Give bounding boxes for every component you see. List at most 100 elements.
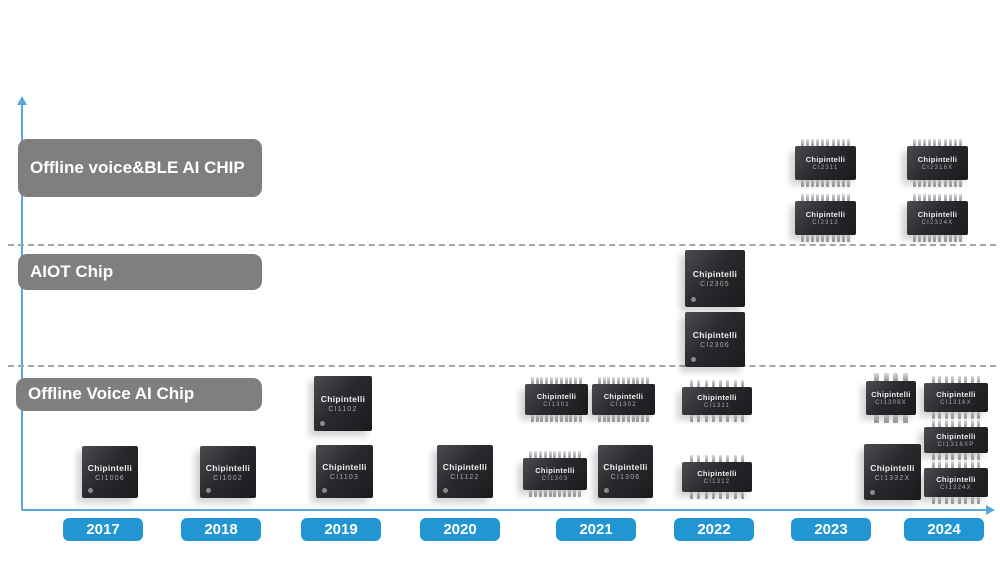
pin (740, 455, 744, 462)
pin (612, 415, 616, 422)
pin (977, 376, 981, 383)
pin (690, 380, 694, 387)
pin (831, 194, 835, 201)
pin (704, 415, 708, 422)
pin (821, 139, 825, 146)
chip-package-body: Chipintelli CI1306 (598, 445, 653, 498)
pin (948, 235, 952, 242)
chip-package-body: Chipintelli CI1324X (924, 468, 988, 497)
pin (933, 180, 937, 187)
year-label-2023: 2023 (791, 518, 871, 541)
pin-row (682, 455, 752, 462)
pin-row (907, 194, 968, 201)
pin (801, 194, 805, 201)
y-axis-line (17, 96, 27, 510)
pin (569, 377, 573, 384)
chip-brand-label: Chipintelli (442, 462, 488, 472)
chip-brand-label: Chipintelli (805, 155, 846, 164)
chip-model-label: CI1006 (95, 474, 125, 482)
pin (977, 453, 981, 460)
pin (938, 235, 942, 242)
pin (574, 377, 578, 384)
pin (958, 194, 962, 201)
pin (540, 377, 544, 384)
pin (826, 139, 830, 146)
pin (938, 139, 942, 146)
pin (836, 194, 840, 201)
chip-package-body: Chipintelli CI2305 (685, 250, 745, 307)
year-label-2021: 2021 (556, 518, 636, 541)
pin (928, 139, 932, 146)
chip-ci1006: Chipintelli CI1006 (82, 446, 138, 498)
pin (938, 412, 942, 419)
chip-package-body: Chipintelli CI1308X (866, 381, 916, 415)
pin (938, 376, 942, 383)
pin (931, 420, 935, 427)
pin (928, 194, 932, 201)
category-label: AIOT Chip (30, 261, 114, 281)
pin (801, 180, 805, 187)
chip-brand-label: Chipintelli (936, 474, 976, 484)
chip-ci1306: Chipintelli CI1306 (598, 445, 653, 498)
chip-package-body: Chipintelli CI2306 (685, 312, 745, 367)
pin-row (924, 412, 988, 419)
x-axis-line (22, 505, 995, 515)
pin (913, 194, 917, 201)
pin (953, 235, 957, 242)
chip-ci2311: Chipintelli CI2311 (795, 139, 856, 187)
pin (948, 194, 952, 201)
pin (874, 415, 880, 423)
chip-brand-label: Chipintelli (603, 462, 648, 472)
chip-ci1316xp: Chipintelli CI1316XP (924, 420, 988, 460)
pin (553, 490, 557, 497)
pin (977, 497, 981, 504)
pin (690, 492, 694, 499)
pin (641, 377, 645, 384)
pin (913, 180, 917, 187)
pin (573, 451, 577, 458)
chip-package-body: Chipintelli CI1302 (592, 384, 655, 415)
pin (697, 415, 701, 422)
pin (607, 377, 611, 384)
pin (711, 492, 715, 499)
chip-model-label: CI2324X (921, 220, 954, 226)
pin (550, 415, 554, 422)
pin (636, 415, 640, 422)
pin (563, 490, 567, 497)
pin (577, 490, 581, 497)
chip-package-body: Chipintelli CI1002 (200, 446, 256, 498)
chip-model-label: CI1324X (940, 484, 972, 491)
pin (957, 453, 961, 460)
chip-brand-label: Chipintelli (692, 269, 738, 279)
pin (944, 376, 948, 383)
pin (626, 415, 630, 422)
pin (602, 415, 606, 422)
pin (913, 139, 917, 146)
chip-ci1301: Chipintelli CI1301 (525, 377, 588, 422)
pin (548, 451, 552, 458)
chip-brand-label: Chipintelli (87, 462, 133, 473)
pin (533, 451, 537, 458)
pin (951, 376, 955, 383)
chip-ci1312: Chipintelli CI1312 (682, 455, 752, 499)
pin (568, 451, 572, 458)
pin (816, 235, 820, 242)
pin (918, 194, 922, 201)
pin (938, 461, 942, 468)
pin (816, 194, 820, 201)
pin (923, 180, 927, 187)
pin (554, 415, 558, 422)
chip-model-label: CI2306 (700, 342, 730, 349)
pin (958, 139, 962, 146)
pin (646, 415, 650, 422)
pin (931, 461, 935, 468)
pin (607, 415, 611, 422)
pin (550, 377, 554, 384)
pin (811, 235, 815, 242)
chip-model-label: CI1103 (329, 474, 360, 481)
pin (831, 139, 835, 146)
pin (816, 180, 820, 187)
pin (806, 235, 810, 242)
pin (711, 455, 715, 462)
chip-ci2312: Chipintelli CI2312 (795, 194, 856, 242)
